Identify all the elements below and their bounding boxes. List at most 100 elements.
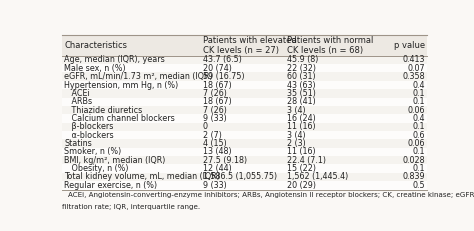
Text: β-blockers: β-blockers — [64, 122, 113, 131]
Text: 3 (4): 3 (4) — [287, 131, 306, 140]
Text: Male sex, n (%): Male sex, n (%) — [64, 64, 126, 73]
Text: 0.839: 0.839 — [402, 173, 425, 182]
Bar — [62, 173, 201, 181]
Text: ACEi: ACEi — [64, 89, 90, 98]
Text: Characteristics: Characteristics — [64, 41, 127, 50]
Bar — [285, 131, 374, 139]
Bar — [285, 156, 374, 164]
Bar — [62, 64, 201, 73]
Text: 13 (48): 13 (48) — [202, 147, 231, 156]
Text: 0.6: 0.6 — [413, 131, 425, 140]
Text: 11 (16): 11 (16) — [287, 147, 316, 156]
Bar — [374, 89, 427, 97]
Bar — [201, 156, 285, 164]
Bar — [62, 181, 201, 189]
Text: Regular exercise, n (%): Regular exercise, n (%) — [64, 181, 157, 190]
Text: 18 (67): 18 (67) — [202, 97, 231, 106]
Bar — [201, 123, 285, 131]
Text: 1,586.5 (1,055.75): 1,586.5 (1,055.75) — [202, 173, 277, 182]
Bar — [374, 81, 427, 89]
Bar — [62, 123, 201, 131]
Text: 43 (63): 43 (63) — [287, 81, 316, 90]
Text: 22.4 (7.1): 22.4 (7.1) — [287, 156, 326, 165]
Text: 3 (4): 3 (4) — [287, 106, 306, 115]
Text: 2 (3): 2 (3) — [287, 139, 306, 148]
Bar — [201, 35, 285, 56]
Bar — [285, 89, 374, 97]
Text: 4 (15): 4 (15) — [202, 139, 226, 148]
Bar — [285, 35, 374, 56]
Bar — [201, 114, 285, 123]
Bar — [285, 81, 374, 89]
Text: BMI, kg/m², median (IQR): BMI, kg/m², median (IQR) — [64, 156, 165, 165]
Bar — [62, 156, 201, 164]
Bar — [201, 73, 285, 81]
Text: Total kidney volume, mL, median (IQR): Total kidney volume, mL, median (IQR) — [64, 173, 220, 182]
Bar — [374, 156, 427, 164]
Bar — [201, 64, 285, 73]
Text: Thiazide diuretics: Thiazide diuretics — [64, 106, 142, 115]
Bar — [285, 181, 374, 189]
Bar — [374, 73, 427, 81]
Text: 35 (51): 35 (51) — [287, 89, 316, 98]
Bar — [285, 148, 374, 156]
Text: 0.07: 0.07 — [408, 64, 425, 73]
Bar — [62, 139, 201, 148]
Bar — [62, 89, 201, 97]
Bar — [285, 123, 374, 131]
Bar — [374, 106, 427, 114]
Text: ACEi, Angiotensin-converting-enzyme inhibitors; ARBs, Angiotensin II receptor bl: ACEi, Angiotensin-converting-enzyme inhi… — [68, 192, 474, 198]
Bar — [62, 131, 201, 139]
Text: 43.7 (6.5): 43.7 (6.5) — [202, 55, 241, 64]
Text: Obesity, n (%): Obesity, n (%) — [64, 164, 128, 173]
Text: 22 (32): 22 (32) — [287, 64, 316, 73]
Bar — [201, 97, 285, 106]
Text: 0.358: 0.358 — [402, 72, 425, 81]
Text: 0.06: 0.06 — [408, 106, 425, 115]
Text: 9 (33): 9 (33) — [202, 181, 226, 190]
Text: 0.1: 0.1 — [413, 147, 425, 156]
Text: eGFR, mL/min/1.73 m², median (IQR): eGFR, mL/min/1.73 m², median (IQR) — [64, 72, 213, 81]
Text: 28 (41): 28 (41) — [287, 97, 316, 106]
Text: 0: 0 — [202, 122, 208, 131]
Bar — [201, 131, 285, 139]
Text: 20 (29): 20 (29) — [287, 181, 316, 190]
Text: Age, median (IQR), years: Age, median (IQR), years — [64, 55, 165, 64]
Text: 60 (31): 60 (31) — [287, 72, 316, 81]
Bar — [62, 73, 201, 81]
Text: ARBs: ARBs — [64, 97, 92, 106]
Bar — [374, 35, 427, 56]
Bar — [201, 81, 285, 89]
Bar — [62, 114, 201, 123]
Text: 18 (67): 18 (67) — [202, 81, 231, 90]
Bar — [285, 56, 374, 64]
Text: 0.06: 0.06 — [408, 139, 425, 148]
Bar — [201, 56, 285, 64]
Text: Hypertension, mm Hg, n (%): Hypertension, mm Hg, n (%) — [64, 81, 178, 90]
Bar — [62, 35, 201, 56]
Text: 20 (74): 20 (74) — [202, 64, 231, 73]
Text: 59 (16.75): 59 (16.75) — [202, 72, 244, 81]
Bar — [285, 139, 374, 148]
Bar — [374, 114, 427, 123]
Text: 16 (24): 16 (24) — [287, 114, 316, 123]
Bar — [285, 73, 374, 81]
Text: Calcium channel blockers: Calcium channel blockers — [64, 114, 175, 123]
Bar — [62, 97, 201, 106]
Bar — [374, 139, 427, 148]
Text: 45.9 (8): 45.9 (8) — [287, 55, 319, 64]
Bar — [201, 173, 285, 181]
Text: 0.413: 0.413 — [402, 55, 425, 64]
Text: 27.5 (9.18): 27.5 (9.18) — [202, 156, 246, 165]
Bar — [201, 148, 285, 156]
Bar — [374, 131, 427, 139]
Text: 0.4: 0.4 — [413, 114, 425, 123]
Text: 0.4: 0.4 — [413, 81, 425, 90]
Bar — [62, 81, 201, 89]
Bar — [62, 56, 201, 64]
Text: filtration rate; IQR, interquartile range.: filtration rate; IQR, interquartile rang… — [62, 204, 201, 210]
Bar — [374, 123, 427, 131]
Bar — [201, 164, 285, 173]
Text: Smoker, n (%): Smoker, n (%) — [64, 147, 121, 156]
Text: 12 (44): 12 (44) — [202, 164, 231, 173]
